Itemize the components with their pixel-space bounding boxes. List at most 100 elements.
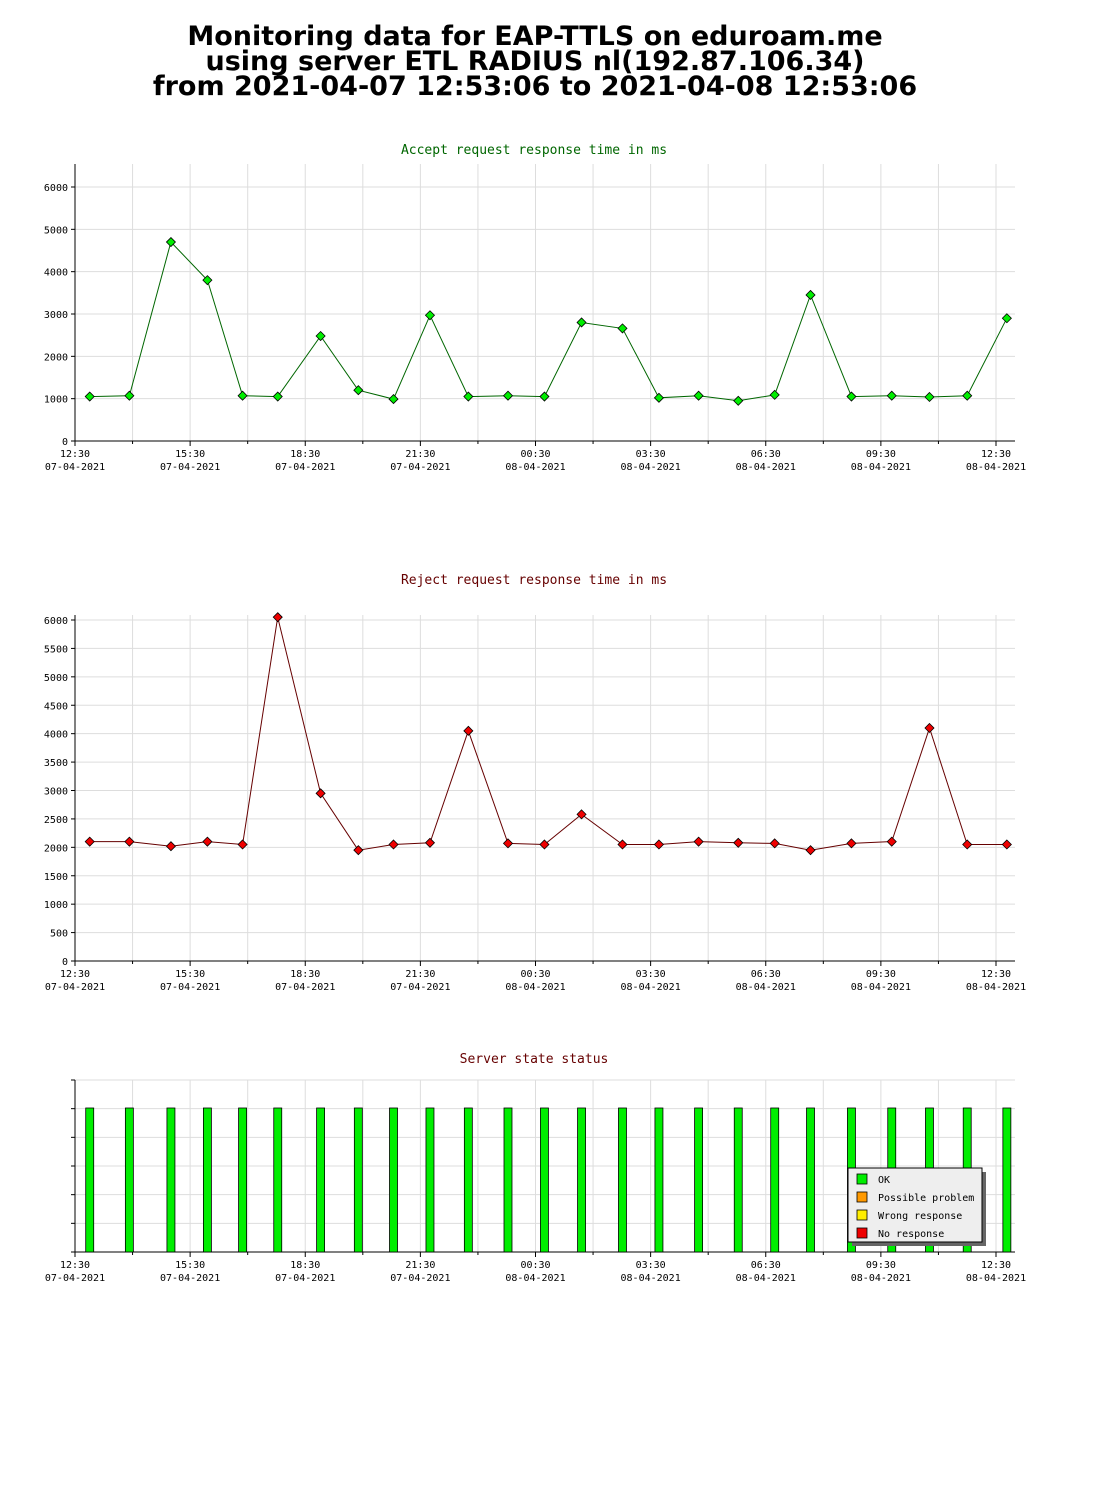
series-line bbox=[89, 241, 1008, 402]
data-point bbox=[886, 390, 897, 401]
x-tick-label-date: 08-04-2021 bbox=[505, 982, 565, 993]
y-tick-label: 6000 bbox=[44, 616, 68, 627]
x-tick-label-time: 15:30 bbox=[175, 449, 205, 460]
y-tick-label: 3500 bbox=[44, 758, 68, 769]
data-point bbox=[388, 839, 399, 850]
x-tick-label-time: 03:30 bbox=[636, 449, 666, 460]
x-tick-label-time: 15:30 bbox=[175, 1260, 205, 1271]
data-point bbox=[617, 323, 628, 334]
y-tick-label: 4500 bbox=[44, 701, 68, 712]
data-point bbox=[272, 612, 283, 623]
data-point bbox=[424, 837, 436, 848]
data-point bbox=[165, 841, 177, 852]
y-tick-label: 5000 bbox=[44, 225, 68, 236]
x-tick-label-date: 08-04-2021 bbox=[736, 1273, 796, 1284]
x-tick-label-date: 08-04-2021 bbox=[621, 982, 681, 993]
status-bar bbox=[618, 1107, 627, 1253]
data-point bbox=[124, 836, 135, 847]
title-line-2: using server ETL RADIUS nl(192.87.106.34… bbox=[205, 46, 865, 77]
x-tick-label-date: 07-04-2021 bbox=[160, 982, 220, 993]
x-tick-label-date: 08-04-2021 bbox=[505, 1273, 565, 1284]
x-tick-label-date: 07-04-2021 bbox=[45, 982, 105, 993]
data-point bbox=[962, 390, 973, 401]
x-tick-label-date: 07-04-2021 bbox=[160, 1273, 220, 1284]
legend-swatch bbox=[856, 1191, 868, 1203]
y-tick-label: 1000 bbox=[44, 900, 68, 911]
data-point bbox=[539, 391, 550, 402]
x-tick-label-date: 08-04-2021 bbox=[621, 1273, 681, 1284]
data-point bbox=[237, 839, 248, 850]
x-tick-label-date: 08-04-2021 bbox=[505, 462, 565, 473]
legend-label: OK bbox=[878, 1175, 890, 1186]
status-bar bbox=[389, 1107, 398, 1253]
data-point bbox=[463, 725, 474, 736]
data-point bbox=[424, 310, 436, 321]
status-bar bbox=[503, 1107, 513, 1253]
x-tick-label-time: 12:30 bbox=[981, 449, 1011, 460]
status-bar bbox=[577, 1107, 586, 1253]
data-point bbox=[84, 391, 95, 402]
accept-chart: Accept request response time in ms 12:30 0… bbox=[44, 143, 1026, 473]
x-tick-label-date: 07-04-2021 bbox=[275, 1273, 335, 1284]
data-point bbox=[886, 836, 897, 847]
x-tick-label-time: 12:30 bbox=[60, 969, 90, 980]
data-point bbox=[84, 836, 95, 847]
x-tick-label-date: 08-04-2021 bbox=[851, 1273, 911, 1284]
x-tick-label-time: 09:30 bbox=[866, 449, 896, 460]
x-tick-label-date: 07-04-2021 bbox=[275, 982, 335, 993]
status-bar bbox=[353, 1107, 363, 1253]
x-tick-label-time: 06:30 bbox=[751, 449, 781, 460]
data-point bbox=[202, 836, 213, 847]
chart-title: Accept request response time in ms bbox=[401, 143, 667, 158]
legend-swatch bbox=[856, 1173, 868, 1185]
data-point bbox=[617, 839, 628, 850]
x-tick-label-time: 00:30 bbox=[520, 449, 550, 460]
data-point bbox=[315, 330, 326, 342]
y-tick-label: 6000 bbox=[44, 183, 68, 194]
data-point bbox=[733, 837, 744, 848]
x-tick-label-date: 07-04-2021 bbox=[390, 462, 450, 473]
x-tick-label-time: 12:30 bbox=[981, 969, 1011, 980]
x-tick-label-time: 03:30 bbox=[636, 1260, 666, 1271]
data-point bbox=[846, 391, 857, 402]
legend-label: Wrong response bbox=[878, 1211, 962, 1222]
y-tick-label: 0 bbox=[62, 957, 68, 968]
status-bar bbox=[202, 1107, 212, 1253]
status-bar bbox=[238, 1107, 247, 1253]
data-point bbox=[693, 390, 704, 401]
x-tick-label-date: 07-04-2021 bbox=[390, 1273, 450, 1284]
y-tick-label: 500 bbox=[50, 929, 68, 940]
status-bar bbox=[733, 1107, 743, 1253]
y-tick-label: 0 bbox=[62, 437, 68, 448]
x-tick-label-time: 21:30 bbox=[405, 969, 435, 980]
x-tick-label-time: 00:30 bbox=[520, 969, 550, 980]
y-tick-label: 4000 bbox=[44, 268, 68, 279]
status-bar bbox=[166, 1107, 176, 1253]
x-tick-label-time: 18:30 bbox=[290, 1260, 320, 1271]
status-bar bbox=[425, 1107, 435, 1253]
x-tick-label-date: 08-04-2021 bbox=[966, 982, 1026, 993]
data-point bbox=[805, 289, 816, 301]
data-point bbox=[502, 838, 514, 849]
x-tick-label-date: 08-04-2021 bbox=[736, 462, 796, 473]
status-bar bbox=[654, 1107, 664, 1253]
status-bar bbox=[1002, 1107, 1012, 1253]
data-point bbox=[769, 838, 780, 849]
chart-title: Server state status bbox=[460, 1052, 609, 1067]
x-tick-label-date: 08-04-2021 bbox=[966, 1273, 1026, 1284]
legend-swatch bbox=[856, 1227, 868, 1239]
data-point bbox=[962, 839, 973, 850]
y-tick-label: 2000 bbox=[44, 352, 68, 363]
page-title: Monitoring data for EAP-TTLS on eduroam.… bbox=[0, 23, 1070, 100]
data-point bbox=[693, 836, 704, 847]
status-chart: Server state status 12:30 07-04-2021 15:30 0… bbox=[45, 1052, 1026, 1284]
x-tick-label-time: 12:30 bbox=[60, 1260, 90, 1271]
x-tick-label-time: 06:30 bbox=[751, 969, 781, 980]
y-tick-label: 2500 bbox=[44, 815, 68, 826]
y-tick-label: 3000 bbox=[44, 310, 68, 321]
data-point bbox=[353, 845, 364, 856]
x-tick-label-date: 07-04-2021 bbox=[45, 462, 105, 473]
y-tick-label: 5000 bbox=[44, 673, 68, 684]
x-tick-label-date: 07-04-2021 bbox=[160, 462, 220, 473]
